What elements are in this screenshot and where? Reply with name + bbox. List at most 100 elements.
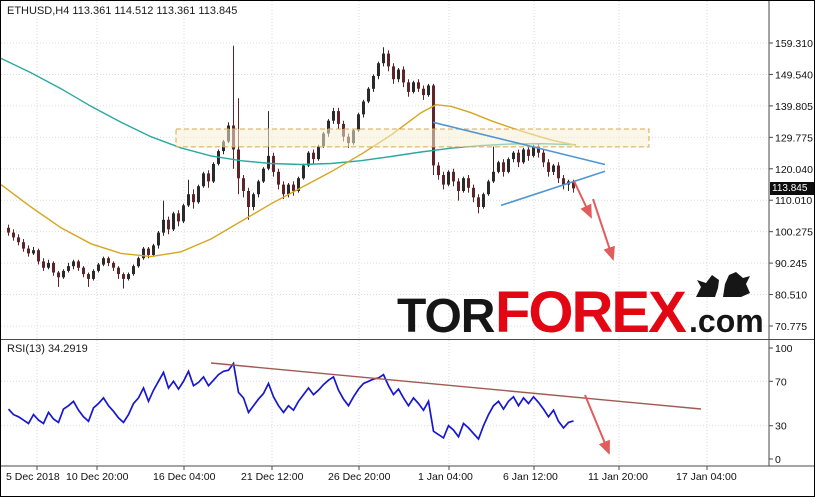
- forecast-arrow: [592, 198, 615, 261]
- rsi-axis-label: 0: [775, 454, 781, 466]
- rsi-line: [7, 361, 574, 441]
- price-axis-label: 149.540: [775, 69, 813, 81]
- watermark-com: .com: [689, 303, 764, 339]
- candle-body: [102, 258, 105, 265]
- price-axis-label: 139.805: [775, 101, 813, 113]
- candle-body: [517, 152, 520, 163]
- candle-body: [462, 178, 465, 191]
- time-axis-label: 21 Dec 12:00: [241, 471, 304, 483]
- time-axis-label: 1 Jan 04:00: [418, 471, 473, 483]
- candle-body: [357, 114, 360, 131]
- candle-body: [152, 245, 155, 255]
- candle-body: [117, 267, 120, 275]
- current-price-badge: 113.845: [770, 182, 814, 195]
- candle-body: [502, 162, 505, 172]
- candle-body: [52, 262, 55, 273]
- candle-body: [317, 146, 320, 160]
- trendline-upper: [432, 121, 606, 166]
- candle-body: [427, 85, 430, 96]
- candles-layer: [7, 45, 575, 289]
- time-axis-label: 6 Jan 12:00: [503, 471, 558, 483]
- candle-body: [287, 184, 290, 195]
- candle-body: [387, 53, 390, 67]
- candle-body: [47, 262, 50, 268]
- price-axis-label: 100.275: [775, 227, 813, 239]
- candle-body: [247, 191, 250, 207]
- candle-body: [237, 149, 240, 179]
- candle-body: [482, 194, 485, 207]
- time-axis-label: 26 Dec 20:00: [328, 471, 391, 483]
- rsi-forecast-arrow: [584, 394, 610, 455]
- candle-body: [332, 111, 335, 121]
- candle-body: [142, 248, 145, 259]
- candle-body: [7, 227, 10, 233]
- candle-body: [262, 168, 265, 182]
- candle-body: [97, 264, 100, 271]
- candle-body: [167, 219, 170, 230]
- candle-body: [112, 262, 115, 268]
- candle-body: [242, 178, 245, 191]
- price-axis-label: 70.775: [775, 321, 807, 333]
- candle-body: [547, 162, 550, 172]
- candle-body: [407, 82, 410, 92]
- price-axis-label: 80.510: [775, 290, 807, 302]
- candle-body: [537, 146, 540, 153]
- candle-body: [542, 152, 545, 163]
- candle-body: [202, 173, 205, 187]
- candle-body: [367, 88, 370, 102]
- price-axis-label: 110.010: [775, 195, 812, 207]
- annotations-layer: [432, 121, 615, 261]
- rsi-trendline: [210, 362, 702, 410]
- candle-body: [307, 152, 310, 166]
- candle-body: [207, 173, 210, 182]
- candle-body: [507, 159, 510, 172]
- candle-body: [377, 63, 380, 76]
- candle-body: [557, 165, 560, 179]
- trendline-lower: [500, 170, 606, 207]
- resistance-zone-rect: [175, 128, 650, 148]
- candle-body: [457, 181, 460, 191]
- candle-body: [562, 178, 565, 185]
- candle-body: [147, 248, 150, 255]
- candle-body: [467, 178, 470, 188]
- candle-body: [172, 213, 175, 230]
- candle-body: [532, 146, 535, 156]
- candle-body: [127, 274, 130, 279]
- grid-layer: [1, 1, 769, 466]
- candle-body: [107, 258, 110, 263]
- candle-body: [552, 165, 555, 172]
- candle-body: [87, 274, 90, 279]
- candle-body: [92, 270, 95, 279]
- candle-body: [312, 152, 315, 160]
- candle-body: [302, 165, 305, 179]
- candle-body: [417, 82, 420, 89]
- candle-body: [447, 171, 450, 185]
- candle-body: [412, 82, 415, 92]
- candle-body: [177, 213, 180, 222]
- candle-body: [42, 261, 45, 268]
- price-axis-label: 120.040: [775, 164, 813, 176]
- candle-body: [452, 171, 455, 182]
- candle-body: [62, 270, 65, 278]
- candle-body: [162, 219, 165, 233]
- candle-body: [282, 184, 285, 195]
- time-axis-label: 16 Dec 04:00: [153, 471, 216, 483]
- candle-body: [512, 152, 515, 160]
- candle-body: [257, 181, 260, 195]
- candle-body: [137, 258, 140, 267]
- candle-body: [22, 242, 25, 249]
- time-axis-label: 11 Jan 20:00: [588, 471, 648, 483]
- candle-body: [382, 53, 385, 64]
- price-axis-label: 159.310: [775, 38, 813, 50]
- candle-body: [297, 178, 300, 191]
- candle-body: [72, 261, 75, 267]
- price-axis-label: 129.775: [775, 132, 813, 144]
- candle-body: [77, 261, 80, 268]
- candle-body: [82, 267, 85, 275]
- candle-body: [157, 232, 160, 246]
- candle-body: [277, 171, 280, 185]
- watermark: TOR FOREX .com: [397, 272, 764, 345]
- candle-body: [327, 120, 330, 134]
